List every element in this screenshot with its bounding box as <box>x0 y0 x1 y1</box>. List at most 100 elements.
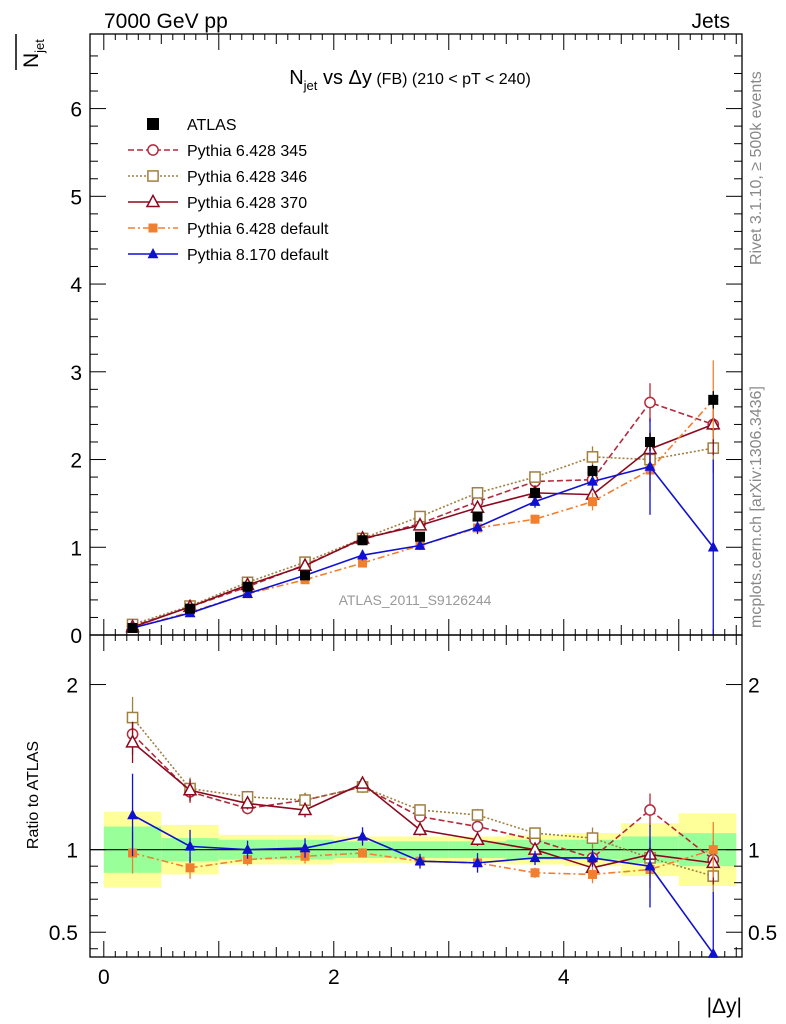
data-point <box>148 223 158 233</box>
data-point <box>127 622 138 633</box>
data-point <box>530 868 540 878</box>
y-tick-label: 1 <box>70 537 82 560</box>
data-point <box>472 521 483 532</box>
data-point <box>300 570 311 581</box>
analysis-watermark: ATLAS_2011_S9126244 <box>339 592 492 608</box>
data-point <box>240 795 255 809</box>
data-point <box>147 118 159 130</box>
data-point <box>472 511 483 522</box>
data-point <box>644 860 656 871</box>
legend: ATLAS Pythia 6.428 345 Pythia 6.428 346 Pyt… <box>128 117 329 264</box>
data-point <box>147 248 159 259</box>
data-point <box>357 535 368 546</box>
header-right: Jets <box>691 10 730 33</box>
data-point <box>707 947 719 958</box>
data-point <box>355 775 370 789</box>
series-line <box>132 447 714 626</box>
data-point <box>145 193 161 208</box>
data-point <box>127 808 138 820</box>
series-line <box>132 399 714 629</box>
series-line <box>132 401 714 627</box>
legend-label: Pythia 6.428 346 <box>187 169 307 186</box>
data-point <box>357 549 368 560</box>
ratio-y-tick-label-right: 1 <box>748 840 760 863</box>
data-point <box>242 581 253 592</box>
main-title: Njet vs Δy (FB) (210 < pT < 240) <box>289 67 531 93</box>
data-point <box>297 801 313 816</box>
data-point <box>185 603 196 614</box>
ratio-y-label: Ratio to ATLAS <box>25 741 42 849</box>
data-point <box>529 471 541 483</box>
data-point <box>587 465 598 476</box>
data-point <box>414 539 426 550</box>
x-tick-label: 4 <box>558 966 570 989</box>
data-point <box>588 497 598 507</box>
legend-label: Pythia 6.428 370 <box>187 195 307 212</box>
x-tick-label: 0 <box>98 966 110 989</box>
ratio-panel: 0 2 4 0.5 0.5 1 1 2 2 <box>49 634 777 989</box>
y-tick-label: 6 <box>70 99 82 122</box>
data-point <box>529 495 541 506</box>
data-point <box>644 396 656 409</box>
ratio-series-line <box>131 733 714 861</box>
data-point <box>414 855 426 866</box>
data-point <box>472 856 483 868</box>
y-tick-label: 2 <box>70 450 82 473</box>
data-point <box>588 869 598 879</box>
data-point <box>184 840 196 851</box>
ratio-y-tick-label: 2 <box>66 675 78 698</box>
data-point <box>470 831 485 846</box>
data-point <box>358 558 368 568</box>
data-point <box>586 832 599 844</box>
data-point <box>182 782 198 796</box>
ratio-y-tick-label: 0.5 <box>49 922 78 945</box>
data-point <box>412 517 428 531</box>
data-point <box>357 830 368 841</box>
main-panel: 0 1 2 3 4 5 6 <box>70 33 743 648</box>
data-point <box>530 514 540 524</box>
data-point <box>530 487 541 498</box>
data-point <box>126 711 139 724</box>
data-point <box>645 436 656 447</box>
y-tick-label: 0 <box>70 625 82 648</box>
legend-label: ATLAS <box>187 117 237 134</box>
data-point <box>185 863 195 873</box>
ratio-y-tick-label: 1 <box>66 840 78 863</box>
main-y-label: Njet <box>15 34 47 70</box>
data-point <box>147 144 159 156</box>
y-tick-label: 3 <box>70 362 82 385</box>
data-point <box>644 804 656 816</box>
rivet-label: Rivet 3.1.10, ≥ 500k events <box>748 71 765 265</box>
data-point <box>708 394 719 405</box>
data-point <box>242 587 253 598</box>
svg-text:Njet: Njet <box>20 39 47 68</box>
data-point <box>471 809 484 821</box>
x-axis-label: |Δy| <box>707 995 742 1018</box>
data-point <box>529 827 541 840</box>
ratio-frame <box>89 634 743 958</box>
data-point <box>708 845 718 855</box>
y-tick-label: 5 <box>70 186 82 209</box>
data-point <box>415 531 426 542</box>
data-point <box>412 821 428 836</box>
data-point <box>299 842 311 853</box>
x-tick-label: 2 <box>328 966 340 989</box>
data-point <box>147 170 159 182</box>
mcplots-label: mcplots.cern.ch [arXiv:1306.3436] <box>748 386 765 628</box>
ratio-y-tick-label-right: 0.5 <box>748 922 777 945</box>
ratio-y-tick-label-right: 2 <box>748 675 760 698</box>
data-point <box>242 843 253 854</box>
data-point <box>358 848 368 858</box>
data-point <box>587 475 598 486</box>
y-tick-label: 4 <box>70 274 82 297</box>
data-point <box>125 734 140 748</box>
header-left: 7000 GeV pp <box>104 10 228 33</box>
data-point <box>586 451 599 463</box>
legend-label: Pythia 6.428 default <box>187 221 329 238</box>
data-point <box>243 855 253 865</box>
data-point <box>644 460 656 471</box>
data-point <box>707 541 719 552</box>
legend-label: Pythia 8.170 default <box>187 247 329 264</box>
data-point <box>471 820 484 833</box>
